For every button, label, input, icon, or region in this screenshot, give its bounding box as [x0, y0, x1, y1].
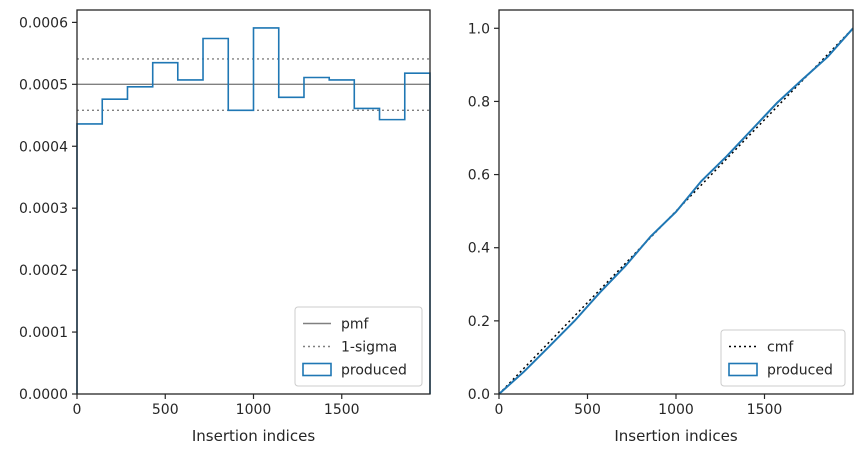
x-tick-label: 1500 — [324, 402, 360, 418]
legend-label: pmf — [341, 317, 370, 333]
y-tick-label: 0.0000 — [19, 387, 68, 403]
x-tick-label: 1000 — [658, 402, 694, 418]
y-tick-label: 0.6 — [468, 168, 490, 184]
x-tick-label: 500 — [152, 402, 179, 418]
histogram-bin — [178, 80, 203, 394]
right-panel-cumulative: 0 500 1000 1500 0.0 0.2 0.4 0.6 0.8 1.0 Insertion … — [468, 9, 854, 445]
x-tick-label: 500 — [574, 402, 601, 418]
legend-label: cmf — [767, 340, 794, 356]
y-tick-label: 1.0 — [468, 21, 490, 37]
x-axis-label: Insertion indices — [192, 427, 315, 445]
histogram-bin — [153, 63, 178, 394]
y-tick-label: 0.2 — [468, 314, 490, 330]
legend-label: 1-sigma — [341, 340, 397, 356]
histogram-bin — [127, 87, 152, 394]
x-tick-label: 1000 — [236, 402, 272, 418]
legend: cmf produced — [720, 329, 846, 387]
histogram-bin — [203, 38, 228, 394]
y-tick-label: 0.0 — [468, 387, 490, 403]
y-tick-label: 0.4 — [468, 241, 490, 257]
histogram-bin — [77, 124, 102, 394]
y-tick-label: 0.0001 — [19, 325, 68, 341]
legend-handle-produced — [728, 362, 758, 377]
y-tick-label: 0.0002 — [19, 263, 68, 279]
histogram-bin — [102, 99, 127, 394]
y-tick-label: 0.0005 — [19, 77, 68, 93]
histogram-bin — [228, 110, 253, 394]
histogram-bin — [254, 28, 279, 394]
x-axis-label: Insertion indices — [614, 427, 737, 445]
legend-box — [294, 306, 423, 387]
y-tick-label: 0.0004 — [19, 139, 68, 155]
y-tick-label: 0.0006 — [19, 15, 68, 31]
x-tick-label: 0 — [495, 402, 504, 418]
legend-label: produced — [767, 363, 833, 379]
y-tick-label: 0.0003 — [19, 201, 68, 217]
series-produced-step-line — [76, 27, 431, 394]
y-tick-label: 0.8 — [468, 94, 490, 110]
left-panel-histogram: 0 500 1000 1500 0.0000 0.0001 0.0002 0.0003 0.00… — [19, 9, 431, 445]
legend: pmf 1-sigma produced — [294, 306, 423, 387]
x-tick-label: 1500 — [747, 402, 783, 418]
legend-label: produced — [341, 363, 407, 379]
legend-box — [720, 329, 846, 387]
legend-handle-produced — [302, 362, 332, 377]
series-produced-line — [498, 27, 854, 395]
x-tick-label: 0 — [73, 402, 82, 418]
